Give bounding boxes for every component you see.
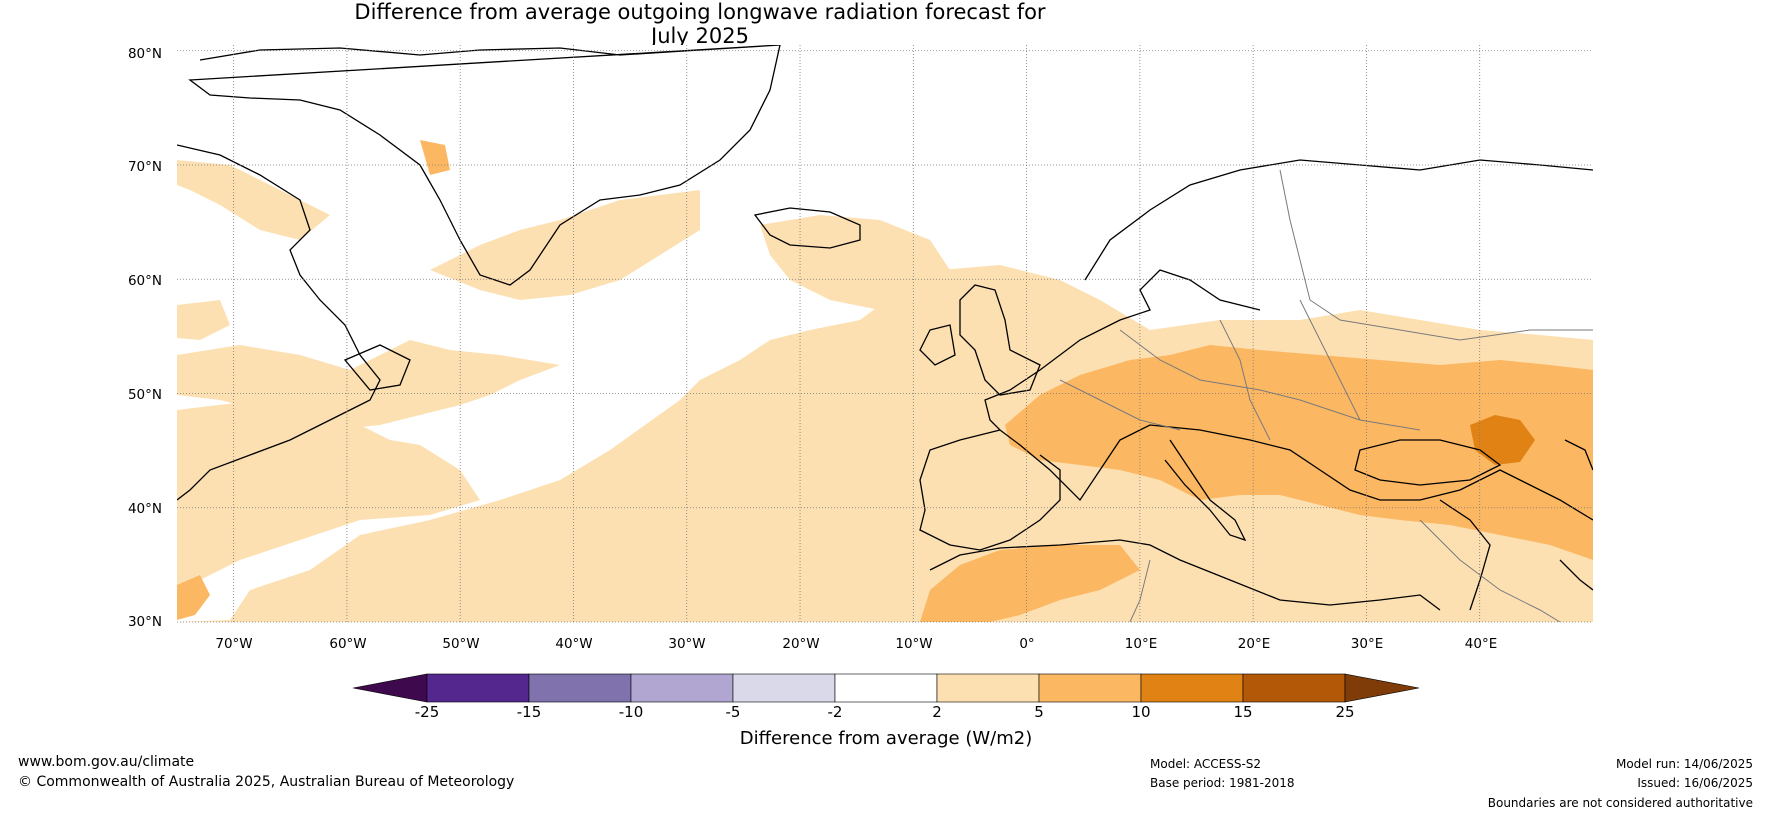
greenland-coast bbox=[188, 45, 781, 286]
colorbar-swatch bbox=[528, 673, 632, 703]
colorbar-tick-label: 2 bbox=[932, 703, 942, 721]
british-isles-coast bbox=[919, 284, 1041, 396]
lat-label: 30°N bbox=[127, 614, 162, 630]
border-line bbox=[1219, 319, 1271, 441]
anomaly-region-nw-atlantic bbox=[177, 340, 560, 430]
italy-coast bbox=[1164, 439, 1247, 542]
gridlines bbox=[177, 45, 1593, 623]
footer-issued: Issued: 16/06/2025 bbox=[1637, 776, 1753, 790]
colorbar-extend-high bbox=[1344, 673, 1420, 703]
lon-label: 50°W bbox=[442, 636, 480, 652]
country-borders bbox=[1059, 169, 1593, 622]
lon-label: 20°W bbox=[782, 636, 820, 652]
colorbar-title: Difference from average (W/m2) bbox=[739, 728, 1033, 749]
chart-title: Difference from average outgoing longwav… bbox=[0, 0, 1400, 48]
anomaly-region-central-europe bbox=[1005, 345, 1593, 560]
border-line bbox=[1299, 299, 1361, 421]
lat-label: 80°N bbox=[127, 46, 162, 62]
newfoundland-coast bbox=[343, 344, 411, 391]
anomaly-region-greenland-sea bbox=[430, 190, 700, 300]
lat-label: 50°N bbox=[127, 387, 162, 403]
colorbar-tick-label: 25 bbox=[1335, 703, 1355, 721]
lon-label: 60°W bbox=[329, 636, 367, 652]
colorbar-tick-label: 10 bbox=[1131, 703, 1151, 721]
anomaly-region-north-black-sea bbox=[1470, 415, 1535, 465]
colorbar-swatch bbox=[1242, 673, 1346, 703]
colorbar bbox=[352, 673, 1420, 703]
anomaly-region-atlantic-sw bbox=[177, 575, 210, 620]
colorbar-tick-label: -5 bbox=[725, 703, 741, 721]
coastlines bbox=[177, 45, 1593, 611]
colorbar-tick-label: 15 bbox=[1233, 703, 1253, 721]
lon-label: 30°E bbox=[1350, 636, 1384, 652]
lon-label: 40°E bbox=[1464, 636, 1498, 652]
anomaly-region-mid-atlantic-south bbox=[177, 400, 480, 590]
anomaly-10-15-fill bbox=[1470, 415, 1535, 465]
footer-disclaimer: Boundaries are not considered authoritat… bbox=[1487, 796, 1753, 810]
black-sea-coast bbox=[1354, 439, 1502, 486]
anomaly-region-labrador bbox=[177, 300, 230, 340]
border-line bbox=[1419, 519, 1561, 622]
colorbar-tick-label: -2 bbox=[827, 703, 843, 721]
iceland-coast bbox=[753, 207, 861, 249]
lat-label: 70°N bbox=[127, 159, 162, 175]
east-med-coast bbox=[1439, 499, 1491, 611]
lat-label: 40°N bbox=[127, 501, 162, 517]
colorbar-swatch bbox=[732, 673, 836, 703]
colorbar-swatch bbox=[1038, 673, 1142, 703]
footer-model-run: Model run: 14/06/2025 bbox=[1615, 757, 1753, 771]
colorbar-swatch bbox=[834, 673, 938, 703]
colorbar-tick-label: 5 bbox=[1034, 703, 1044, 721]
anomaly-region-greenland-spot bbox=[420, 140, 450, 175]
lon-label: 30°W bbox=[668, 636, 706, 652]
colorbar-swatch bbox=[426, 673, 530, 703]
title-line-1: Difference from average outgoing longwav… bbox=[354, 0, 1046, 24]
colorbar-swatch bbox=[630, 673, 734, 703]
border-line bbox=[1059, 379, 1181, 431]
north-africa-coast bbox=[929, 539, 1441, 611]
footer-base-period: Base period: 1981-2018 bbox=[1150, 776, 1295, 790]
lon-label: 70°W bbox=[215, 636, 253, 652]
colorbar-tick-label: -15 bbox=[516, 703, 542, 721]
footer-url: www.bom.gov.au/climate bbox=[18, 754, 195, 770]
lat-label: 60°N bbox=[127, 273, 162, 289]
lon-label: 10°W bbox=[895, 636, 933, 652]
colorbar-swatch bbox=[936, 673, 1040, 703]
europe-mainland-coast bbox=[984, 269, 1593, 521]
colorbar-tick-label: -10 bbox=[618, 703, 644, 721]
footer-model: Model: ACCESS-S2 bbox=[1150, 757, 1262, 771]
border-line bbox=[1279, 169, 1593, 341]
anomaly-region-iceland-south bbox=[760, 215, 950, 310]
anomaly-region-arctic-islands bbox=[177, 160, 330, 240]
anomaly-5-10-fill bbox=[177, 140, 1593, 622]
lon-label: 40°W bbox=[555, 636, 593, 652]
scandinavia-coast bbox=[1084, 159, 1593, 281]
title-line-2: July 2025 bbox=[651, 24, 749, 48]
caspian-coast bbox=[1559, 439, 1593, 591]
colorbar-tick-label: -25 bbox=[414, 703, 440, 721]
lon-label: 10°E bbox=[1124, 636, 1158, 652]
iberia-coast bbox=[919, 429, 1061, 551]
colorbar-extend-low bbox=[352, 673, 428, 703]
footer-copyright: © Commonwealth of Australia 2025, Austra… bbox=[18, 774, 515, 790]
colorbar-swatch bbox=[1140, 673, 1244, 703]
north-america-coast bbox=[177, 144, 381, 501]
anomaly-region-north-africa bbox=[920, 545, 1140, 622]
lon-label: 20°E bbox=[1237, 636, 1271, 652]
map-panel bbox=[177, 45, 1593, 622]
lon-label: 0° bbox=[1019, 636, 1035, 652]
